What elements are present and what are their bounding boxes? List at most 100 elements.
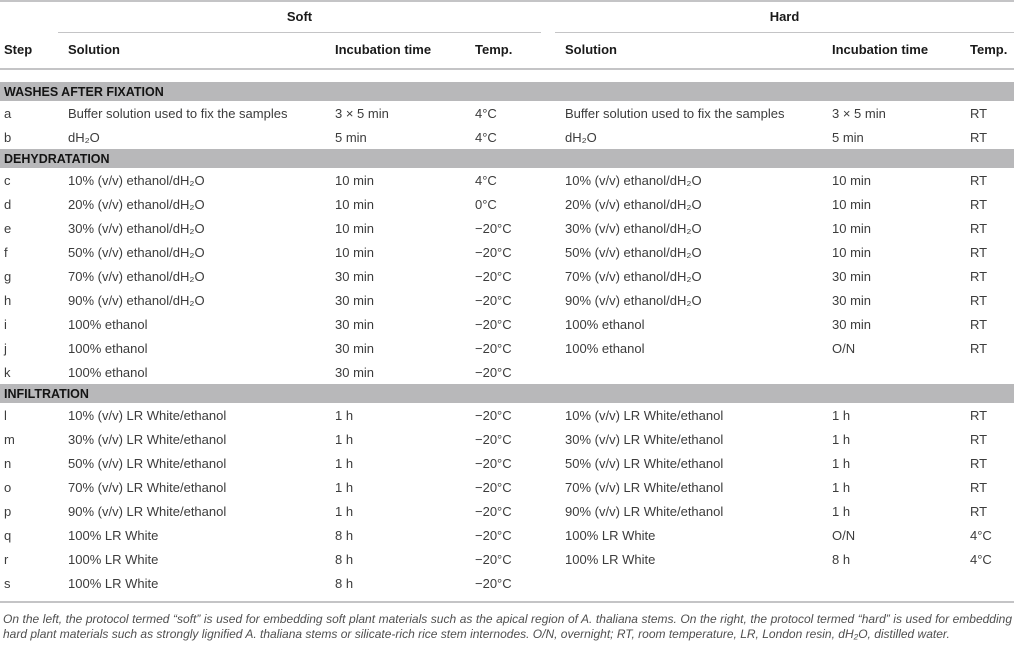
soft-temp-cell: 4°C: [475, 172, 497, 188]
column-header-soft-incubation: Incubation time: [325, 33, 465, 70]
protocol-row: h 90% (v/v) ethanol/dH₂O 30 min −20°C 90% (v…: [0, 288, 1014, 312]
soft-solution-cell: 10% (v/v) LR White/ethanol: [68, 407, 227, 423]
soft-temp-cell: −20°C: [475, 455, 512, 471]
soft-incubation-cell: 1 h: [335, 407, 354, 423]
step-cell: d: [4, 196, 12, 212]
hard-incubation-cell: [822, 360, 960, 384]
hard-solution-cell: 90% (v/v) LR White/ethanol: [565, 503, 724, 519]
hard-temp-cell: RT: [970, 220, 988, 236]
table-footnote: On the left, the protocol termed “soft” …: [3, 612, 1012, 641]
soft-temp-cell: −20°C: [475, 220, 512, 236]
protocol-row: m 30% (v/v) LR White/ethanol 1 h −20°C 30% (…: [0, 427, 1014, 451]
soft-incubation-cell: 30 min: [335, 292, 375, 308]
protocol-row: e 30% (v/v) ethanol/dH₂O 10 min −20°C 30% (v…: [0, 216, 1014, 240]
soft-solution-cell: 100% ethanol: [68, 364, 148, 380]
soft-solution-cell: 100% LR White: [68, 551, 159, 567]
hard-solution-cell: 100% LR White: [565, 551, 656, 567]
soft-solution-cell: 50% (v/v) ethanol/dH₂O: [68, 244, 205, 260]
hard-incubation-cell: 30 min: [832, 268, 872, 284]
hard-incubation-cell: O/N: [832, 527, 856, 543]
soft-temp-cell: 4°C: [475, 129, 497, 145]
protocol-row: q 100% LR White 8 h −20°C 100% LR White O/N 4°…: [0, 523, 1014, 547]
hard-incubation-cell: 10 min: [832, 244, 872, 260]
hard-solution-cell: 70% (v/v) LR White/ethanol: [565, 479, 724, 495]
soft-incubation-cell: 30 min: [335, 340, 375, 356]
soft-solution-cell: 30% (v/v) ethanol/dH₂O: [68, 220, 205, 236]
step-cell: s: [4, 575, 11, 591]
hard-temp-cell: RT: [970, 316, 988, 332]
hard-temp-cell: RT: [970, 340, 988, 356]
section-row: DEHYDRATATION: [0, 149, 1014, 168]
soft-solution-cell: dH₂O: [68, 129, 100, 145]
protocol-row: l 10% (v/v) LR White/ethanol 1 h −20°C 10% (…: [0, 403, 1014, 427]
soft-temp-cell: −20°C: [475, 244, 512, 260]
step-cell: a: [4, 105, 12, 121]
step-cell: b: [4, 129, 12, 145]
protocol-row: k 100% ethanol 30 min −20°C: [0, 360, 1014, 384]
column-header-hard-solution: Solution: [555, 33, 822, 70]
hard-incubation-cell: 1 h: [832, 407, 851, 423]
protocol-row: j 100% ethanol 30 min −20°C 100% ethanol O/N R…: [0, 336, 1014, 360]
soft-temp-cell: −20°C: [475, 316, 512, 332]
soft-solution-cell: 70% (v/v) ethanol/dH₂O: [68, 268, 205, 284]
protocol-row: g 70% (v/v) ethanol/dH₂O 30 min −20°C 70% (v…: [0, 264, 1014, 288]
hard-incubation-cell: [822, 571, 960, 595]
hard-temp-cell: RT: [970, 196, 988, 212]
hard-temp-cell: RT: [970, 172, 988, 188]
soft-temp-cell: 4°C: [475, 105, 497, 121]
soft-incubation-cell: 10 min: [335, 196, 375, 212]
hard-temp-cell: RT: [970, 407, 988, 423]
group-header-soft-cell: Soft: [58, 1, 555, 33]
hard-solution-cell: [555, 571, 822, 595]
soft-incubation-cell: 10 min: [335, 220, 375, 236]
spacer-row: [0, 69, 1014, 82]
protocol-row: r 100% LR White 8 h −20°C 100% LR White 8 h 4°…: [0, 547, 1014, 571]
soft-solution-cell: 10% (v/v) ethanol/dH₂O: [68, 172, 205, 188]
step-cell: g: [4, 268, 12, 284]
step-cell: e: [4, 220, 12, 236]
section-row: WASHES AFTER FIXATION: [0, 82, 1014, 101]
hard-solution-cell: dH₂O: [565, 129, 597, 145]
hard-temp-cell: 4°C: [970, 527, 992, 543]
soft-temp-cell: −20°C: [475, 503, 512, 519]
soft-temp-cell: −20°C: [475, 551, 512, 567]
hard-incubation-cell: 30 min: [832, 292, 872, 308]
group-header-row: Soft Hard: [0, 1, 1014, 33]
column-header-soft-temp: Temp.: [465, 33, 555, 70]
protocol-row: o 70% (v/v) LR White/ethanol 1 h −20°C 70% (…: [0, 475, 1014, 499]
step-cell: k: [4, 364, 11, 380]
soft-incubation-cell: 8 h: [335, 527, 354, 543]
soft-incubation-cell: 30 min: [335, 364, 375, 380]
soft-solution-cell: 70% (v/v) LR White/ethanol: [68, 479, 227, 495]
protocol-row: s 100% LR White 8 h −20°C: [0, 571, 1014, 595]
soft-incubation-cell: 30 min: [335, 268, 375, 284]
column-header-row: Step Solution Incubation time Temp. Solu…: [0, 33, 1014, 70]
soft-temp-cell: −20°C: [475, 527, 512, 543]
hard-solution-cell: 70% (v/v) ethanol/dH₂O: [565, 268, 702, 284]
section-title: DEHYDRATATION: [0, 149, 1014, 168]
column-header-soft-solution: Solution: [58, 33, 325, 70]
protocol-row: c 10% (v/v) ethanol/dH₂O 10 min 4°C 10% (v/v…: [0, 168, 1014, 192]
soft-solution-cell: 100% ethanol: [68, 340, 148, 356]
hard-solution-cell: 30% (v/v) LR White/ethanol: [565, 431, 724, 447]
soft-solution-cell: 20% (v/v) ethanol/dH₂O: [68, 196, 205, 212]
soft-incubation-cell: 1 h: [335, 431, 354, 447]
hard-temp-cell: RT: [970, 244, 988, 260]
hard-temp-cell: RT: [970, 105, 988, 121]
hard-incubation-cell: 10 min: [832, 196, 872, 212]
column-header-step: Step: [0, 33, 58, 70]
hard-incubation-cell: 10 min: [832, 220, 872, 236]
hard-temp-cell: RT: [970, 431, 988, 447]
hard-solution-cell: 10% (v/v) ethanol/dH₂O: [565, 172, 702, 188]
step-cell: q: [4, 527, 12, 543]
hard-solution-cell: 50% (v/v) ethanol/dH₂O: [565, 244, 702, 260]
step-cell: j: [4, 340, 7, 356]
step-cell: h: [4, 292, 12, 308]
soft-solution-cell: 100% ethanol: [68, 316, 148, 332]
step-cell: p: [4, 503, 12, 519]
soft-incubation-cell: 10 min: [335, 172, 375, 188]
step-cell: f: [4, 244, 8, 260]
section-title: INFILTRATION: [0, 384, 1014, 403]
group-header-hard: Hard: [555, 2, 1014, 33]
